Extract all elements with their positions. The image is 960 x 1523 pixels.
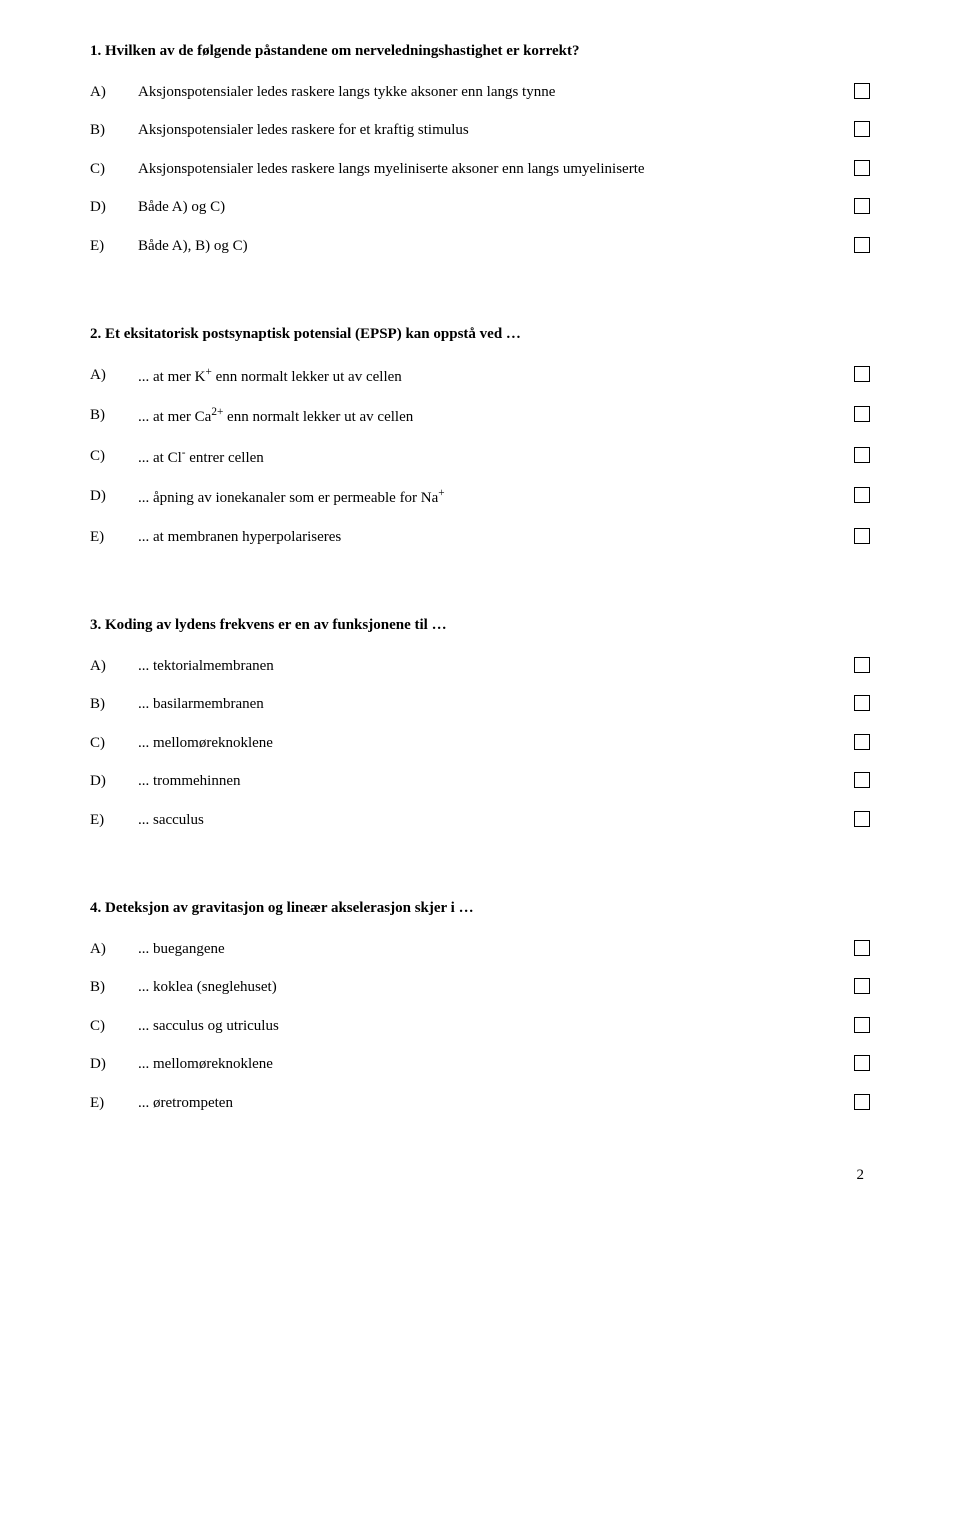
question-1-title: 1. Hvilken av de følgende påstandene om …	[90, 40, 870, 63]
option-letter: E)	[90, 235, 138, 258]
q1-option-e: E) Både A), B) og C)	[90, 235, 870, 258]
q3-option-e: E) ... sacculus	[90, 809, 870, 832]
option-text: Både A) og C)	[138, 196, 846, 219]
option-letter: D)	[90, 770, 138, 793]
question-2-title: 2. Et eksitatorisk postsynaptisk potensi…	[90, 323, 870, 346]
option-text: ... tektorialmembranen	[138, 655, 846, 678]
q3-option-d: D) ... trommehinnen	[90, 770, 870, 793]
q2-option-d: D) ... åpning av ionekanaler som er perm…	[90, 485, 870, 510]
option-letter: B)	[90, 119, 138, 142]
checkbox[interactable]	[854, 121, 870, 137]
checkbox[interactable]	[854, 734, 870, 750]
option-letter: B)	[90, 404, 138, 427]
option-letter: A)	[90, 364, 138, 387]
q3-option-a: A) ... tektorialmembranen	[90, 655, 870, 678]
q3-option-c: C) ... mellomøreknoklene	[90, 732, 870, 755]
option-text: ... åpning av ionekanaler som er permeab…	[138, 485, 846, 510]
option-text: ... at mer Ca2+ enn normalt lekker ut av…	[138, 404, 846, 429]
option-letter: C)	[90, 732, 138, 755]
checkbox[interactable]	[854, 528, 870, 544]
option-letter: E)	[90, 526, 138, 549]
checkbox[interactable]	[854, 940, 870, 956]
option-text: Aksjonspotensialer ledes raskere for et …	[138, 119, 846, 142]
option-text: ... basilarmembranen	[138, 693, 846, 716]
option-letter: C)	[90, 445, 138, 468]
option-letter: C)	[90, 1015, 138, 1038]
q2-option-e: E) ... at membranen hyperpolariseres	[90, 526, 870, 549]
q1-option-c: C) Aksjonspotensialer ledes raskere lang…	[90, 158, 870, 181]
option-letter: D)	[90, 1053, 138, 1076]
option-text: ... at membranen hyperpolariseres	[138, 526, 846, 549]
option-letter: D)	[90, 196, 138, 219]
q1-option-a: A) Aksjonspotensialer ledes raskere lang…	[90, 81, 870, 104]
option-text: ... at Cl- entrer cellen	[138, 445, 846, 470]
checkbox[interactable]	[854, 198, 870, 214]
question-3-title: 3. Koding av lydens frekvens er en av fu…	[90, 614, 870, 637]
checkbox[interactable]	[854, 487, 870, 503]
q2-option-b: B) ... at mer Ca2+ enn normalt lekker ut…	[90, 404, 870, 429]
q2-option-c: C) ... at Cl- entrer cellen	[90, 445, 870, 470]
q3-option-b: B) ... basilarmembranen	[90, 693, 870, 716]
option-letter: A)	[90, 81, 138, 104]
option-text: ... koklea (sneglehuset)	[138, 976, 846, 999]
checkbox[interactable]	[854, 811, 870, 827]
q2-option-a: A) ... at mer K+ enn normalt lekker ut a…	[90, 364, 870, 389]
option-text: ... sacculus og utriculus	[138, 1015, 846, 1038]
q1-option-d: D) Både A) og C)	[90, 196, 870, 219]
q4-option-e: E) ... øretrompeten	[90, 1092, 870, 1115]
page-number: 2	[90, 1164, 870, 1187]
option-letter: B)	[90, 693, 138, 716]
option-text: Aksjonspotensialer ledes raskere langs m…	[138, 158, 846, 181]
checkbox[interactable]	[854, 160, 870, 176]
checkbox[interactable]	[854, 447, 870, 463]
checkbox[interactable]	[854, 657, 870, 673]
option-text: ... mellomøreknoklene	[138, 1053, 846, 1076]
option-letter: E)	[90, 1092, 138, 1115]
q4-option-a: A) ... buegangene	[90, 938, 870, 961]
checkbox[interactable]	[854, 366, 870, 382]
q1-option-b: B) Aksjonspotensialer ledes raskere for …	[90, 119, 870, 142]
option-text: ... buegangene	[138, 938, 846, 961]
option-text: ... sacculus	[138, 809, 846, 832]
option-text: ... øretrompeten	[138, 1092, 846, 1115]
checkbox[interactable]	[854, 406, 870, 422]
checkbox[interactable]	[854, 978, 870, 994]
checkbox[interactable]	[854, 1017, 870, 1033]
checkbox[interactable]	[854, 237, 870, 253]
option-letter: B)	[90, 976, 138, 999]
q4-option-d: D) ... mellomøreknoklene	[90, 1053, 870, 1076]
checkbox[interactable]	[854, 695, 870, 711]
checkbox[interactable]	[854, 1055, 870, 1071]
option-text: Aksjonspotensialer ledes raskere langs t…	[138, 81, 846, 104]
option-letter: A)	[90, 655, 138, 678]
question-4-title: 4. Deteksjon av gravitasjon og lineær ak…	[90, 897, 870, 920]
q4-option-c: C) ... sacculus og utriculus	[90, 1015, 870, 1038]
option-text: ... at mer K+ enn normalt lekker ut av c…	[138, 364, 846, 389]
checkbox[interactable]	[854, 1094, 870, 1110]
option-letter: C)	[90, 158, 138, 181]
checkbox[interactable]	[854, 83, 870, 99]
option-text: ... trommehinnen	[138, 770, 846, 793]
option-letter: E)	[90, 809, 138, 832]
option-letter: D)	[90, 485, 138, 508]
option-text: ... mellomøreknoklene	[138, 732, 846, 755]
option-letter: A)	[90, 938, 138, 961]
option-text: Både A), B) og C)	[138, 235, 846, 258]
q4-option-b: B) ... koklea (sneglehuset)	[90, 976, 870, 999]
checkbox[interactable]	[854, 772, 870, 788]
